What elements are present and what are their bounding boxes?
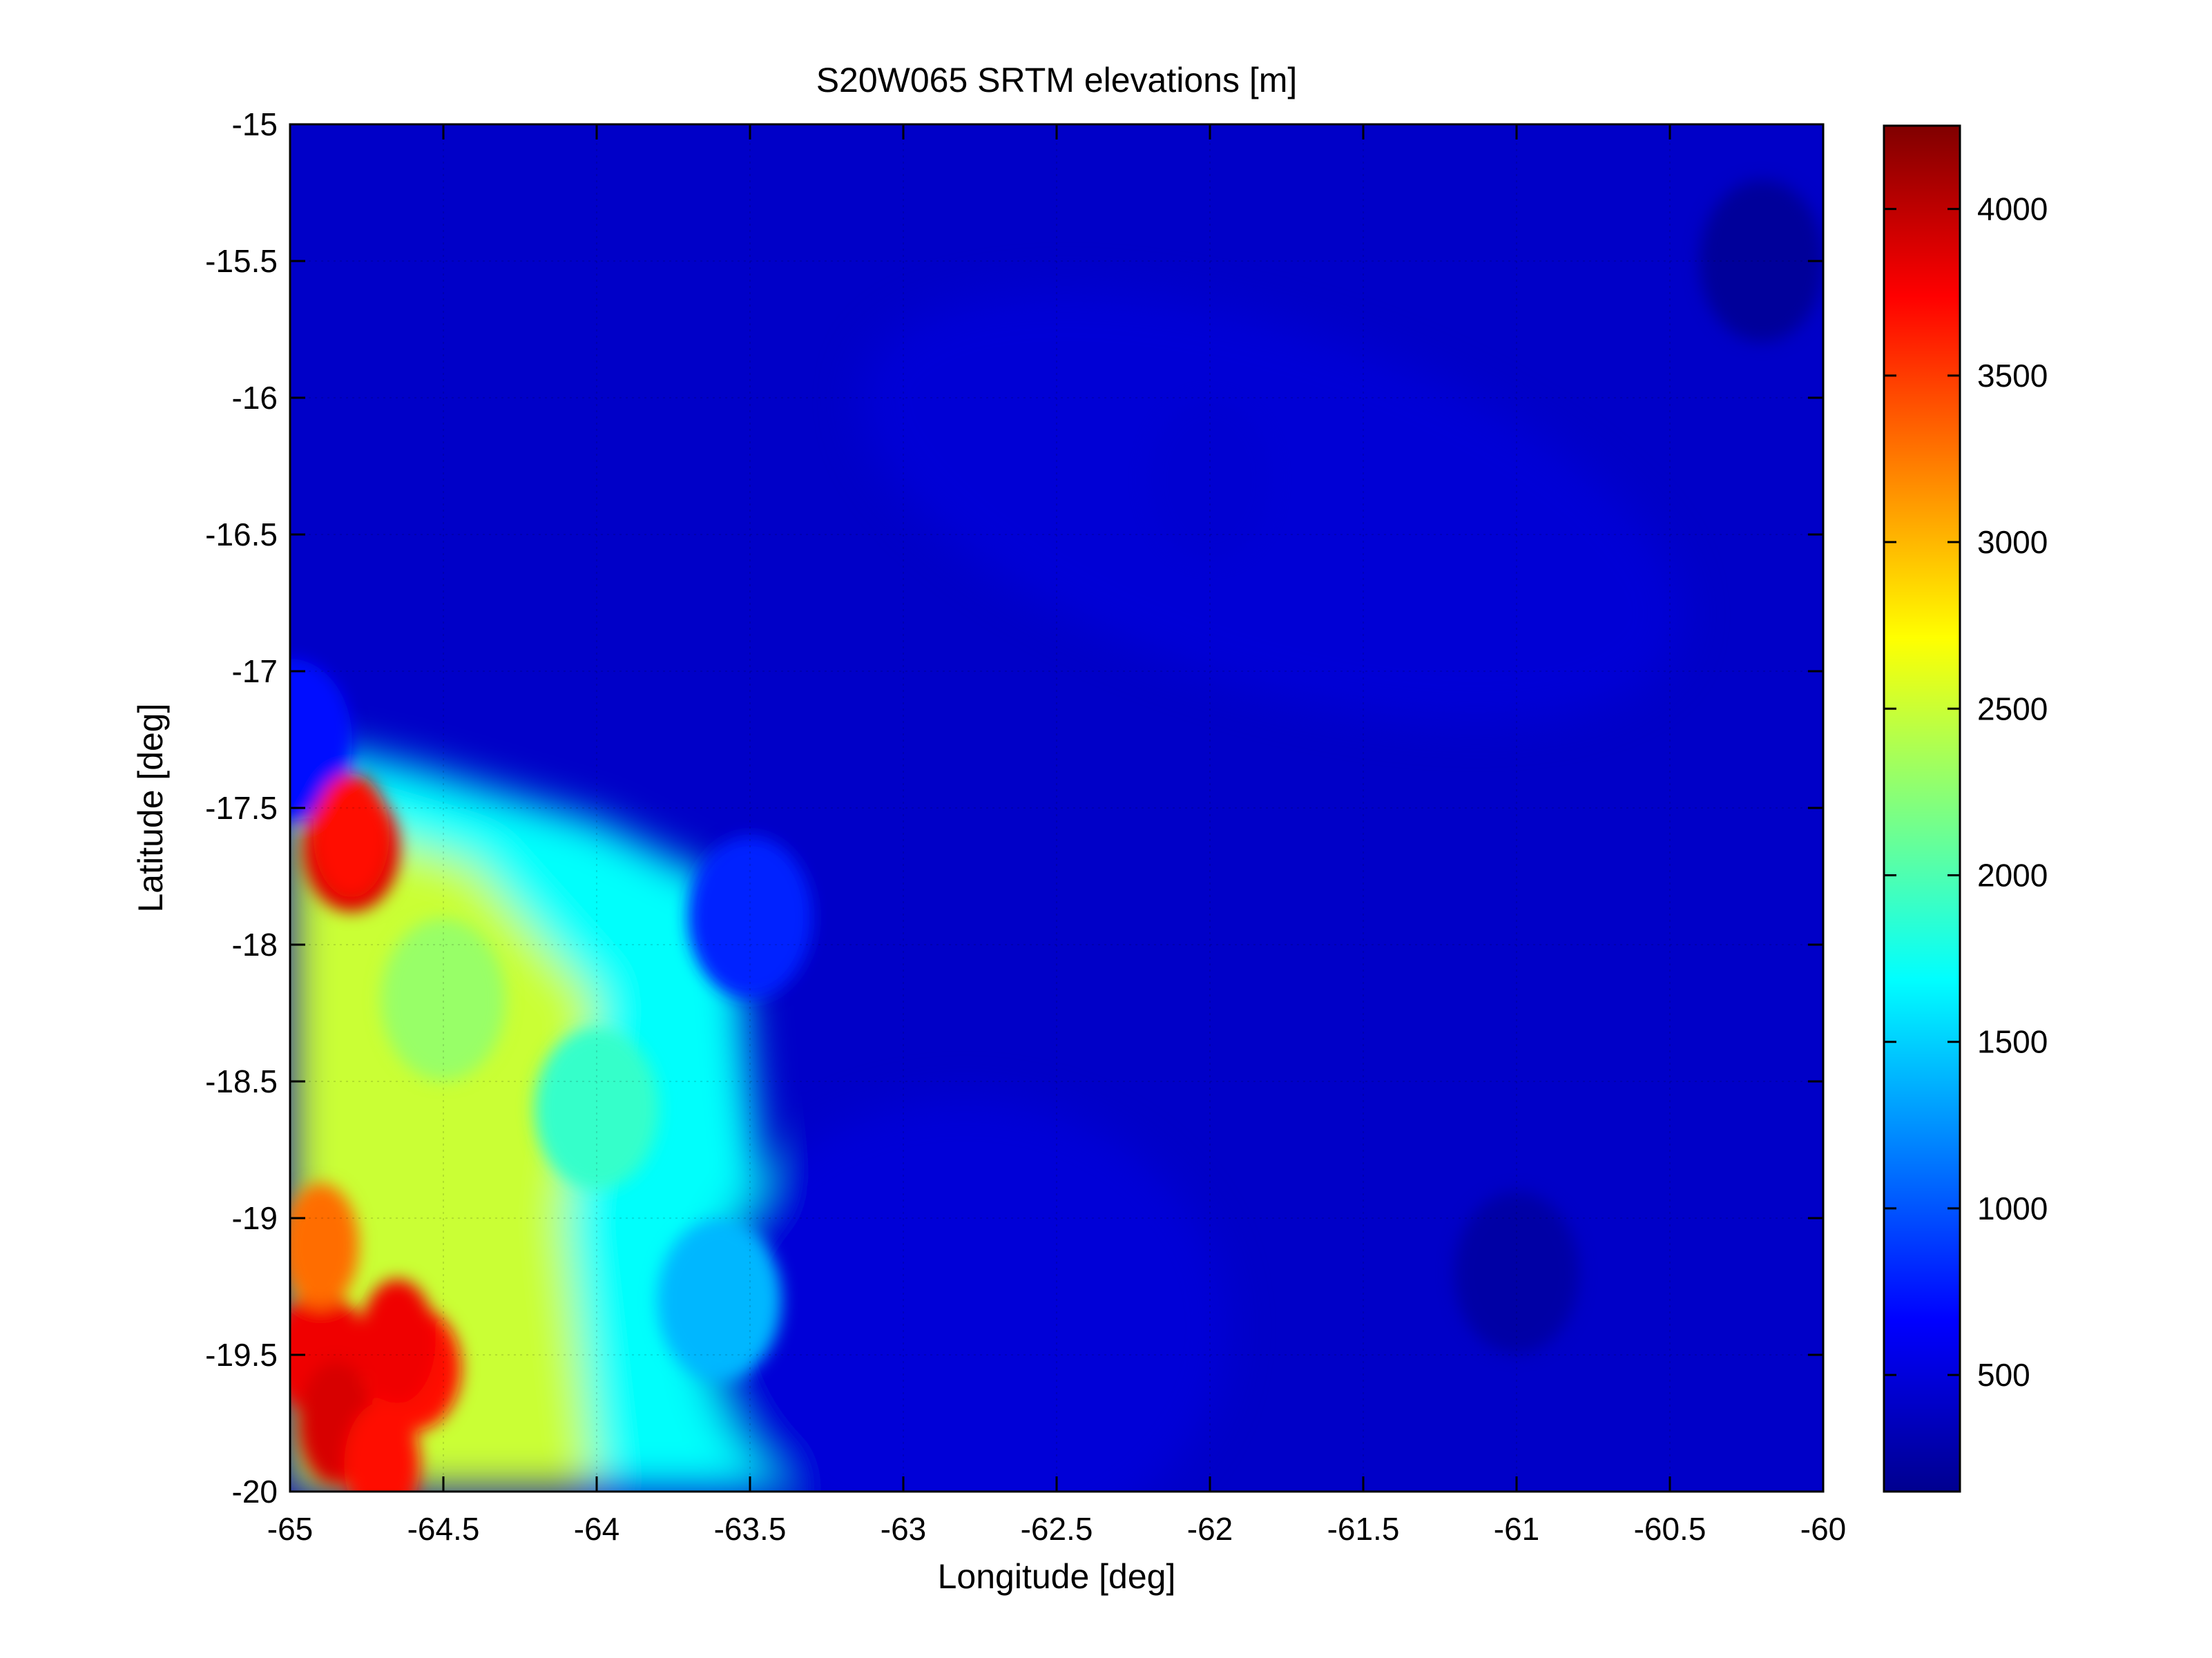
y-tick-label: -15 [232, 106, 278, 142]
x-tick-label: -64.5 [407, 1511, 480, 1547]
heatmap-plot [290, 124, 1823, 1492]
elevation-point-10 [1700, 180, 1823, 342]
colorbar-tick-label: 3000 [1977, 524, 2048, 560]
y-tick-label: -16 [232, 380, 278, 416]
colorbar: 500 1000 1500 2000 2500 3000 3500 4000 [1883, 124, 2048, 1493]
y-tick-label: -18 [232, 927, 278, 963]
y-tick-label: -17 [232, 653, 278, 689]
x-tick-label: -62.5 [1021, 1511, 1093, 1547]
peak-1 [344, 1402, 421, 1492]
colorbar-tick-label: 2500 [1977, 691, 2048, 726]
chart-title: S20W065 SRTM elevations [m] [816, 61, 1298, 99]
colorbar-tick-label: 2000 [1977, 857, 2048, 893]
elevation-point-4 [381, 918, 506, 1081]
north-plateau [860, 291, 1682, 724]
colorbar-tick-label: 1000 [1977, 1191, 2048, 1226]
colorbar-tick-label: 4000 [1977, 191, 2048, 227]
y-tick-label: -15.5 [205, 243, 278, 279]
y-tick-label: -19 [232, 1200, 278, 1236]
colorbar-gradient [1883, 124, 1961, 1493]
x-axis: -65 -64.5 -64 -63.5 -63 -62.5 -62 -61.5 -61 -60.5… [267, 124, 1846, 1547]
x-tick-label: -62 [1187, 1511, 1233, 1547]
elevation-point-5 [535, 1028, 659, 1190]
y-tick-label: -17.5 [205, 790, 278, 826]
peak-4 [313, 773, 389, 898]
y-tick-label: -19.5 [205, 1337, 278, 1373]
colorbar-tick-label: 500 [1977, 1357, 2030, 1393]
peak-2 [359, 1279, 436, 1404]
y-axis-label: Latitude [deg] [131, 703, 170, 912]
y-tick-label: -16.5 [205, 517, 278, 552]
x-tick-label: -64 [574, 1511, 619, 1547]
colorbar-tick-label: 1500 [1977, 1024, 2048, 1060]
peak-3 [290, 1183, 359, 1308]
y-tick-label: -20 [232, 1474, 278, 1510]
x-axis-label: Longitude [deg] [938, 1557, 1176, 1596]
x-tick-label: -60.5 [1634, 1511, 1706, 1547]
x-tick-label: -63.5 [714, 1511, 787, 1547]
elevation-features [290, 180, 1823, 1492]
elevation-point-6 [657, 1219, 782, 1381]
elevation-point-8 [1148, 398, 1272, 561]
elevation-point-9 [1454, 1192, 1579, 1354]
elevation-point-7 [688, 836, 812, 999]
foothill-slope [702, 1099, 1227, 1492]
grid-lines [290, 124, 1823, 1492]
x-tick-label: -61.5 [1327, 1511, 1400, 1547]
colorbar-tick-label: 3500 [1977, 358, 2048, 394]
colorbar-ticks: 500 1000 1500 2000 2500 3000 3500 4000 [1884, 191, 2048, 1393]
x-tick-label: -60 [1800, 1511, 1846, 1547]
y-axis: -15 -15.5 -16 -16.5 -17 -17.5 -18 -18.5 -19 -19.5… [205, 106, 1823, 1510]
y-tick-label: -18.5 [205, 1063, 278, 1099]
x-tick-label: -63 [881, 1511, 926, 1547]
x-tick-label: -61 [1494, 1511, 1539, 1547]
x-tick-label: -65 [267, 1511, 313, 1547]
